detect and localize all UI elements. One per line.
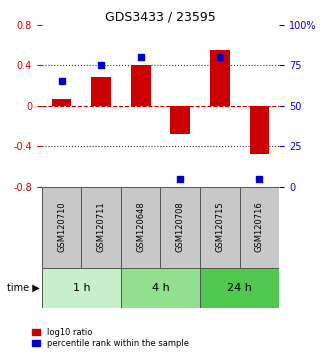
Text: time ▶: time ▶ <box>7 283 40 293</box>
FancyBboxPatch shape <box>121 268 200 308</box>
Bar <box>131 65 151 106</box>
FancyBboxPatch shape <box>42 268 121 308</box>
FancyBboxPatch shape <box>121 187 160 268</box>
Text: GSM120711: GSM120711 <box>97 202 106 252</box>
Bar <box>249 106 269 154</box>
Text: GSM120648: GSM120648 <box>136 202 145 252</box>
Text: GSM120708: GSM120708 <box>176 202 185 252</box>
FancyBboxPatch shape <box>200 268 279 308</box>
Point <box>217 54 222 60</box>
Text: GSM120715: GSM120715 <box>215 202 224 252</box>
Point <box>178 176 183 181</box>
Bar <box>91 78 111 106</box>
FancyBboxPatch shape <box>200 187 240 268</box>
Text: GSM120716: GSM120716 <box>255 202 264 252</box>
FancyBboxPatch shape <box>81 187 121 268</box>
Bar <box>170 106 190 134</box>
Bar <box>52 99 71 106</box>
Title: GDS3433 / 23595: GDS3433 / 23595 <box>105 11 216 24</box>
Point <box>99 62 104 68</box>
Point <box>257 176 262 181</box>
Text: GSM120710: GSM120710 <box>57 202 66 252</box>
Legend: log10 ratio, percentile rank within the sample: log10 ratio, percentile rank within the … <box>30 326 190 350</box>
FancyBboxPatch shape <box>160 187 200 268</box>
FancyBboxPatch shape <box>240 187 279 268</box>
Text: 1 h: 1 h <box>73 283 90 293</box>
Point <box>138 54 143 60</box>
Text: 4 h: 4 h <box>152 283 169 293</box>
FancyBboxPatch shape <box>42 187 81 268</box>
Text: 24 h: 24 h <box>227 283 252 293</box>
Point <box>59 79 64 84</box>
Bar <box>210 50 230 106</box>
